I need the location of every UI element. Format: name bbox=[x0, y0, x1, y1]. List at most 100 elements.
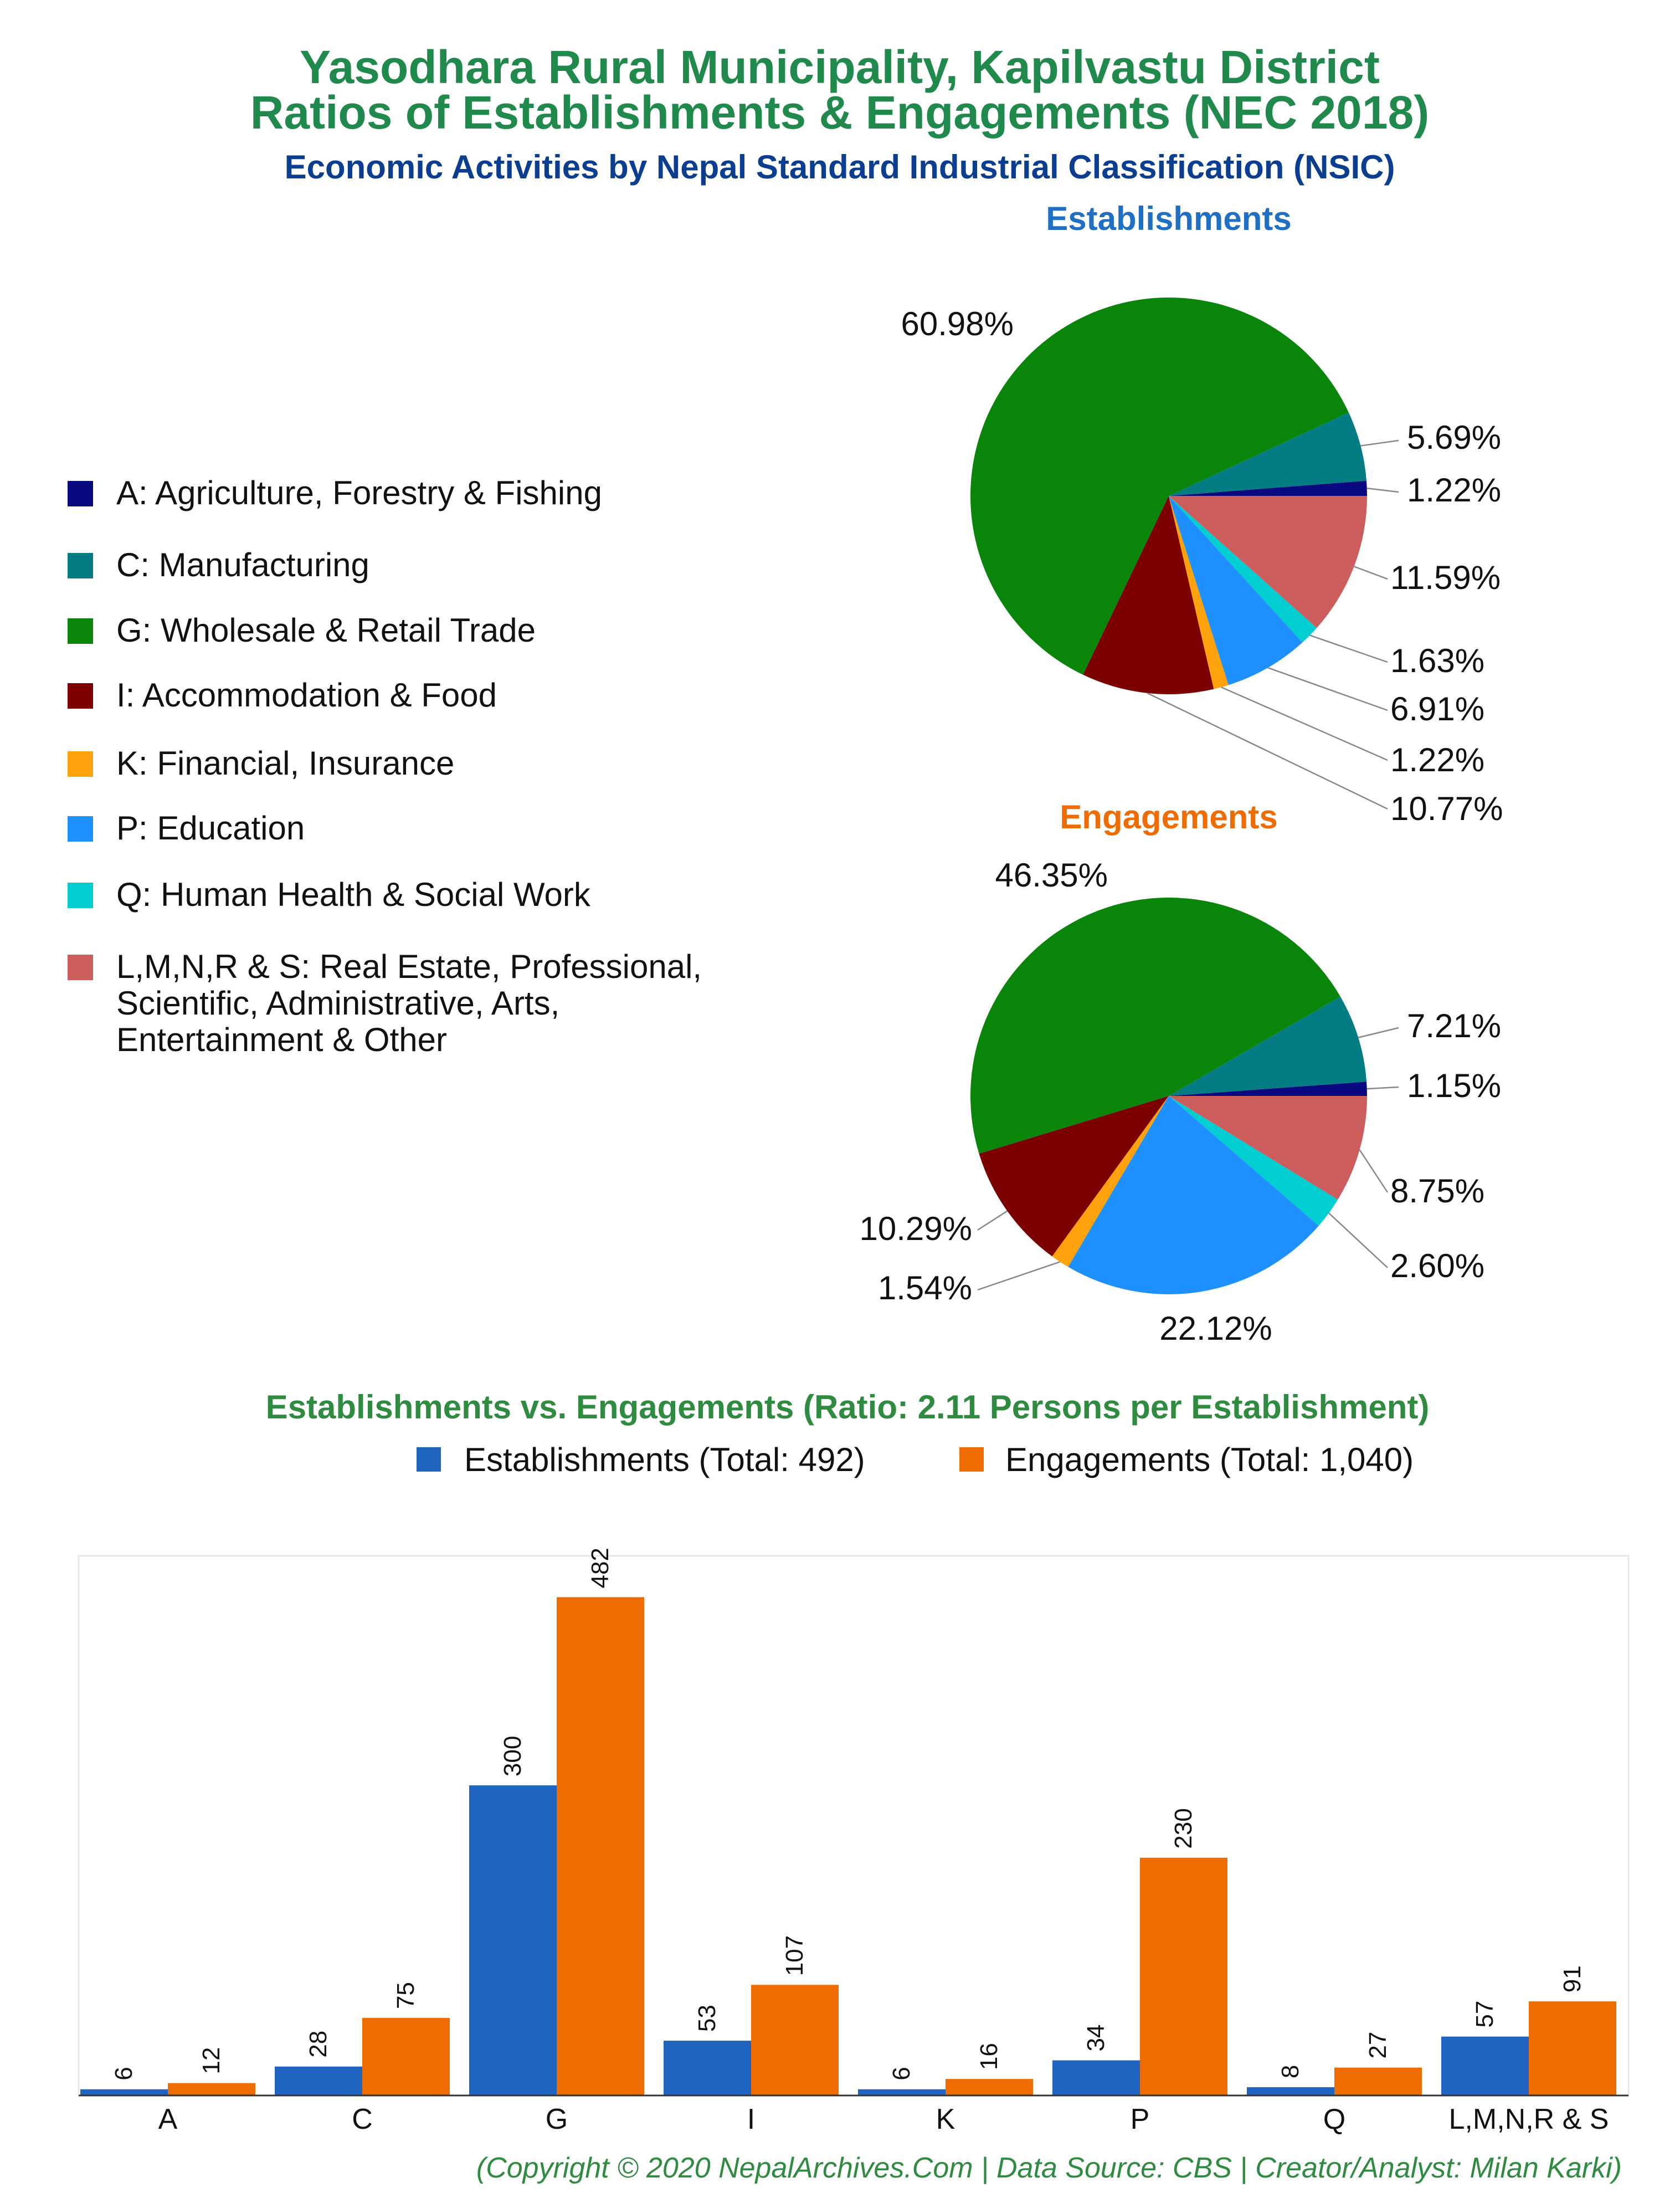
pie-leader-line bbox=[1358, 1027, 1399, 1038]
legend-swatch bbox=[68, 553, 93, 578]
pie-percent-label: 6.91% bbox=[1390, 690, 1484, 727]
pie-slice-lmnrs bbox=[1169, 1096, 1367, 1200]
bar-establishments-p bbox=[1052, 2060, 1140, 2095]
bar-value-label: 230 bbox=[1170, 1808, 1197, 1848]
pie-percent-label: 1.22% bbox=[1407, 472, 1501, 509]
bar-value-label: 6 bbox=[110, 2067, 137, 2080]
engagements-pie: 1.15% 7.21% 46.35% 10.29% 1.54% 22.12% 2.60% 8.… bbox=[860, 857, 1502, 1347]
category-tick-label: L,M,N,R & S bbox=[1449, 2103, 1609, 2135]
bar-establishments-lmnrs bbox=[1441, 2036, 1529, 2095]
bar-value-label: 12 bbox=[198, 2047, 225, 2074]
bar-establishments-q bbox=[1247, 2087, 1334, 2095]
legend-label-establishments: Establishments (Total: 492) bbox=[464, 1441, 865, 1478]
pie-percent-label: 1.15% bbox=[1407, 1067, 1501, 1104]
bar-establishments-k bbox=[858, 2089, 946, 2095]
pie-leader-line bbox=[1309, 634, 1388, 663]
activity-legend: A: Agriculture, Forestry & Fishing C: Man… bbox=[68, 474, 702, 1058]
footer-credit: (Copyright © 2020 NepalArchives.Com | Da… bbox=[476, 2152, 1622, 2184]
bar-value-label: 8 bbox=[1277, 2065, 1304, 2078]
pie-percent-label: 5.69% bbox=[1407, 419, 1501, 456]
bar-value-label: 28 bbox=[305, 2031, 332, 2058]
pie-slice-i bbox=[979, 1096, 1169, 1257]
pie-percent-label: 2.60% bbox=[1390, 1247, 1484, 1284]
bar-establishments-c bbox=[275, 2066, 362, 2095]
pie-percent-label: 46.35% bbox=[995, 857, 1108, 894]
pie-slice-p bbox=[1068, 1096, 1319, 1294]
pie-leader-line bbox=[1267, 667, 1388, 711]
legend-swatch bbox=[68, 955, 93, 980]
bar-chart-legend: Establishments (Total: 492) Engagements … bbox=[417, 1441, 1414, 1478]
pie-slice-i bbox=[1083, 496, 1214, 694]
bar-engagements-p bbox=[1140, 1857, 1227, 2095]
bar-value-label: 482 bbox=[587, 1548, 614, 1588]
bar-engagements-lmnrs bbox=[1529, 2001, 1616, 2095]
bar-value-label: 6 bbox=[888, 2067, 915, 2080]
pie-slice-a bbox=[1169, 1082, 1367, 1096]
pie-percent-label: 1.63% bbox=[1390, 642, 1484, 679]
legend-swatch-engagements bbox=[959, 1447, 984, 1472]
legend-swatch bbox=[68, 816, 93, 842]
pie-percent-label: 8.75% bbox=[1390, 1172, 1484, 1210]
legend-swatch bbox=[68, 883, 93, 908]
legend-label: Entertainment & Other bbox=[116, 1021, 447, 1058]
pie-leader-line bbox=[1366, 1086, 1399, 1090]
legend-swatch bbox=[68, 751, 93, 777]
legend-label: K: Financial, Insurance bbox=[116, 745, 454, 782]
pie-percent-label: 11.59% bbox=[1390, 559, 1501, 596]
bar-plot-frame bbox=[78, 1555, 1630, 2097]
pie-leader-line bbox=[1147, 692, 1388, 810]
bar-engagements-q bbox=[1334, 2067, 1422, 2095]
pie-percent-label: 10.29% bbox=[860, 1210, 973, 1247]
bar-value-label: 34 bbox=[1082, 2025, 1109, 2052]
legend-label: C: Manufacturing bbox=[116, 546, 369, 583]
category-tick-label: I bbox=[747, 2103, 755, 2135]
pie-percent-label: 1.22% bbox=[1390, 741, 1484, 778]
pie-slice-c bbox=[1169, 996, 1367, 1096]
legend-swatch-establishments bbox=[417, 1447, 441, 1472]
title-line-2: Ratios of Establishments & Engagements (… bbox=[250, 86, 1430, 139]
pie-leader-line bbox=[1366, 488, 1399, 493]
subtitle: Economic Activities by Nepal Standard In… bbox=[285, 148, 1395, 186]
establishments-pie: 1.22% 5.69% 60.98% 10.77% 1.22% 6.91% 1.63% 11.… bbox=[901, 298, 1503, 827]
bar-engagements-i bbox=[751, 1985, 839, 2095]
category-tick-label: Q bbox=[1323, 2103, 1345, 2135]
bar-establishments-i bbox=[664, 2041, 751, 2095]
pie-title-engagements: Engagements bbox=[1060, 798, 1277, 836]
category-tick-label: A bbox=[158, 2103, 178, 2135]
bar-engagements-g bbox=[557, 1597, 644, 2095]
pie-slice-k bbox=[1169, 496, 1229, 689]
pie-leader-line bbox=[977, 1210, 1008, 1231]
pie-slice-a bbox=[1169, 480, 1367, 496]
bar-engagements-c bbox=[362, 2018, 450, 2095]
pie-leader-line bbox=[1354, 566, 1388, 580]
pie-percent-label: 60.98% bbox=[901, 305, 1014, 342]
bar-establishments-a bbox=[80, 2089, 168, 2095]
bar-value-label: 300 bbox=[499, 1736, 526, 1776]
legend-label: A: Agriculture, Forestry & Fishing bbox=[116, 474, 602, 511]
legend-swatch bbox=[68, 683, 93, 709]
pie-percent-label: 10.77% bbox=[1390, 790, 1503, 827]
bar-chart: 6 12 A 28 75 C 300 482 G 53 107 I 6 16 K 34 230 P 8 27 Q 57 91… bbox=[79, 1548, 1628, 2135]
bar-chart-title: Establishments vs. Engagements (Ratio: 2… bbox=[266, 1388, 1430, 1426]
pie-slice-g bbox=[970, 298, 1349, 675]
pie-percent-label: 22.12% bbox=[1159, 1310, 1272, 1347]
legend-swatch bbox=[68, 481, 93, 506]
pie-slice-k bbox=[1052, 1096, 1169, 1267]
pie-slice-p bbox=[1169, 496, 1303, 685]
category-tick-label: G bbox=[546, 2103, 568, 2135]
legend-label: G: Wholesale & Retail Trade bbox=[116, 612, 536, 649]
pie-leader-line bbox=[1360, 439, 1399, 447]
pie-percent-label: 1.54% bbox=[878, 1269, 972, 1306]
pie-percent-label: 7.21% bbox=[1407, 1007, 1501, 1044]
legend-label: Scientific, Administrative, Arts, bbox=[116, 985, 559, 1022]
legend-swatch bbox=[68, 618, 93, 644]
legend-label: I: Accommodation & Food bbox=[116, 677, 497, 714]
pie-leader-line bbox=[977, 1261, 1061, 1291]
bar-engagements-a bbox=[168, 2083, 255, 2095]
bar-engagements-k bbox=[946, 2079, 1033, 2095]
pie-slice-lmnrs bbox=[1169, 496, 1367, 628]
bar-value-label: 107 bbox=[781, 1935, 808, 1976]
pie-title-establishments: Establishments bbox=[1046, 200, 1291, 237]
legend-label: P: Education bbox=[116, 809, 305, 847]
category-tick-label: C bbox=[352, 2103, 373, 2135]
